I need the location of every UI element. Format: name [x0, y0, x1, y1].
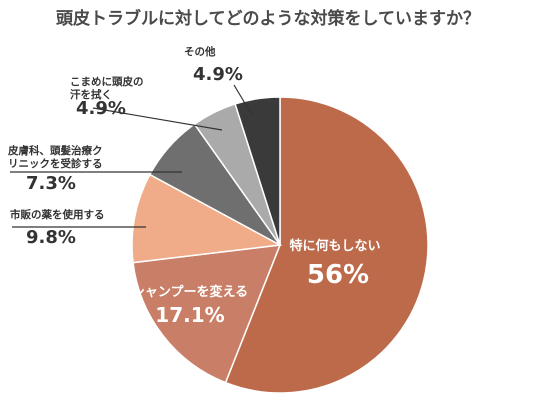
slice-2-wedge: [132, 244, 282, 384]
slice-5-value-label: 4.9%: [76, 98, 126, 119]
slice-3-name: 市販の薬を使用する: [10, 208, 105, 221]
slice-4-value-label: 7.3%: [26, 173, 76, 194]
slice-6-leader-line: [233, 84, 253, 116]
pie-slices: [131, 96, 429, 394]
slice-5-name: 汗を拭く: [70, 88, 112, 101]
slice-3-value-label: 9.8%: [26, 227, 76, 248]
chart-title: 頭皮トラブルに対してどのような対策をしていますか？: [56, 8, 480, 29]
slice-4-name: リニックを受診する: [8, 157, 103, 170]
slice-labels: 特に何もしない 56% シャンプーを変える 17.1% 市販の薬を使用する 9.8% 皮膚科…: [7, 45, 381, 327]
slice-2-name: シャンプーを変える: [132, 284, 248, 300]
slice-5-leader-line: [92, 107, 223, 131]
slice-3-wedge: [131, 173, 283, 264]
slice-5-name: こまめに頭皮の: [70, 75, 144, 88]
leader-lines: [10, 84, 253, 228]
slice-1-name: 特に何もしない: [289, 238, 380, 254]
slice-6-value-label: 4.9%: [193, 64, 243, 85]
slice-2-value-label: 17.1%: [155, 303, 224, 327]
slice-6-name: その他: [184, 45, 216, 58]
slice-1-value-label: 56%: [307, 260, 369, 290]
slice-4-name: 皮膚科、頭髪治療ク: [7, 144, 103, 157]
slice-6-wedge: [234, 96, 281, 246]
slice-1-wedge: [224, 96, 429, 394]
